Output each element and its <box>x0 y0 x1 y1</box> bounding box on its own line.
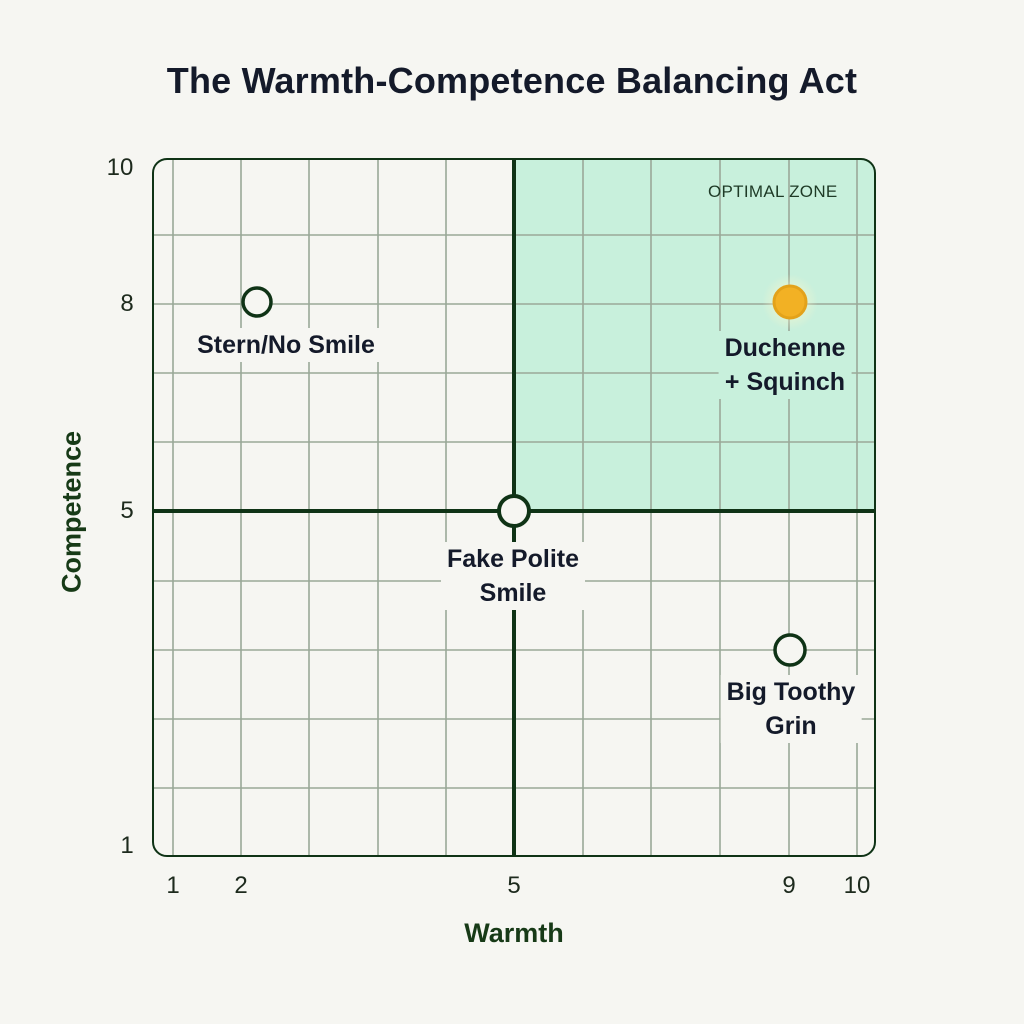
x-tick-10: 10 <box>843 872 871 899</box>
point-fake-polite-smile <box>497 494 531 528</box>
y-tick-10: 10 <box>106 154 134 181</box>
x-tick-5: 5 <box>507 872 521 899</box>
optimal-zone-label: OPTIMAL ZONE <box>708 182 838 201</box>
point-big-toothy-grin <box>773 633 807 667</box>
label-fake-polite-smile: Fake Polite Smile <box>441 542 585 610</box>
point-stern-no-smile <box>241 286 273 318</box>
y-tick-5: 5 <box>120 497 134 524</box>
y-tick-8: 8 <box>120 290 134 317</box>
plot-border <box>152 158 876 857</box>
label-duchenne-squinch: Duchenne + Squinch <box>718 331 852 399</box>
y-tick-1: 1 <box>120 832 134 859</box>
point-duchenne-squinch <box>772 284 808 320</box>
x-tick-2: 2 <box>234 872 248 899</box>
label-big-toothy-grin: Big Toothy Grin <box>720 675 862 743</box>
x-tick-9: 9 <box>782 872 796 899</box>
x-axis-label: Warmth <box>464 918 564 948</box>
label-stern-no-smile: Stern/No Smile <box>191 328 381 362</box>
y-axis-label: Competence <box>56 430 87 594</box>
chart-title: The Warmth-Competence Balancing Act <box>166 60 858 101</box>
x-tick-1: 1 <box>166 872 180 899</box>
